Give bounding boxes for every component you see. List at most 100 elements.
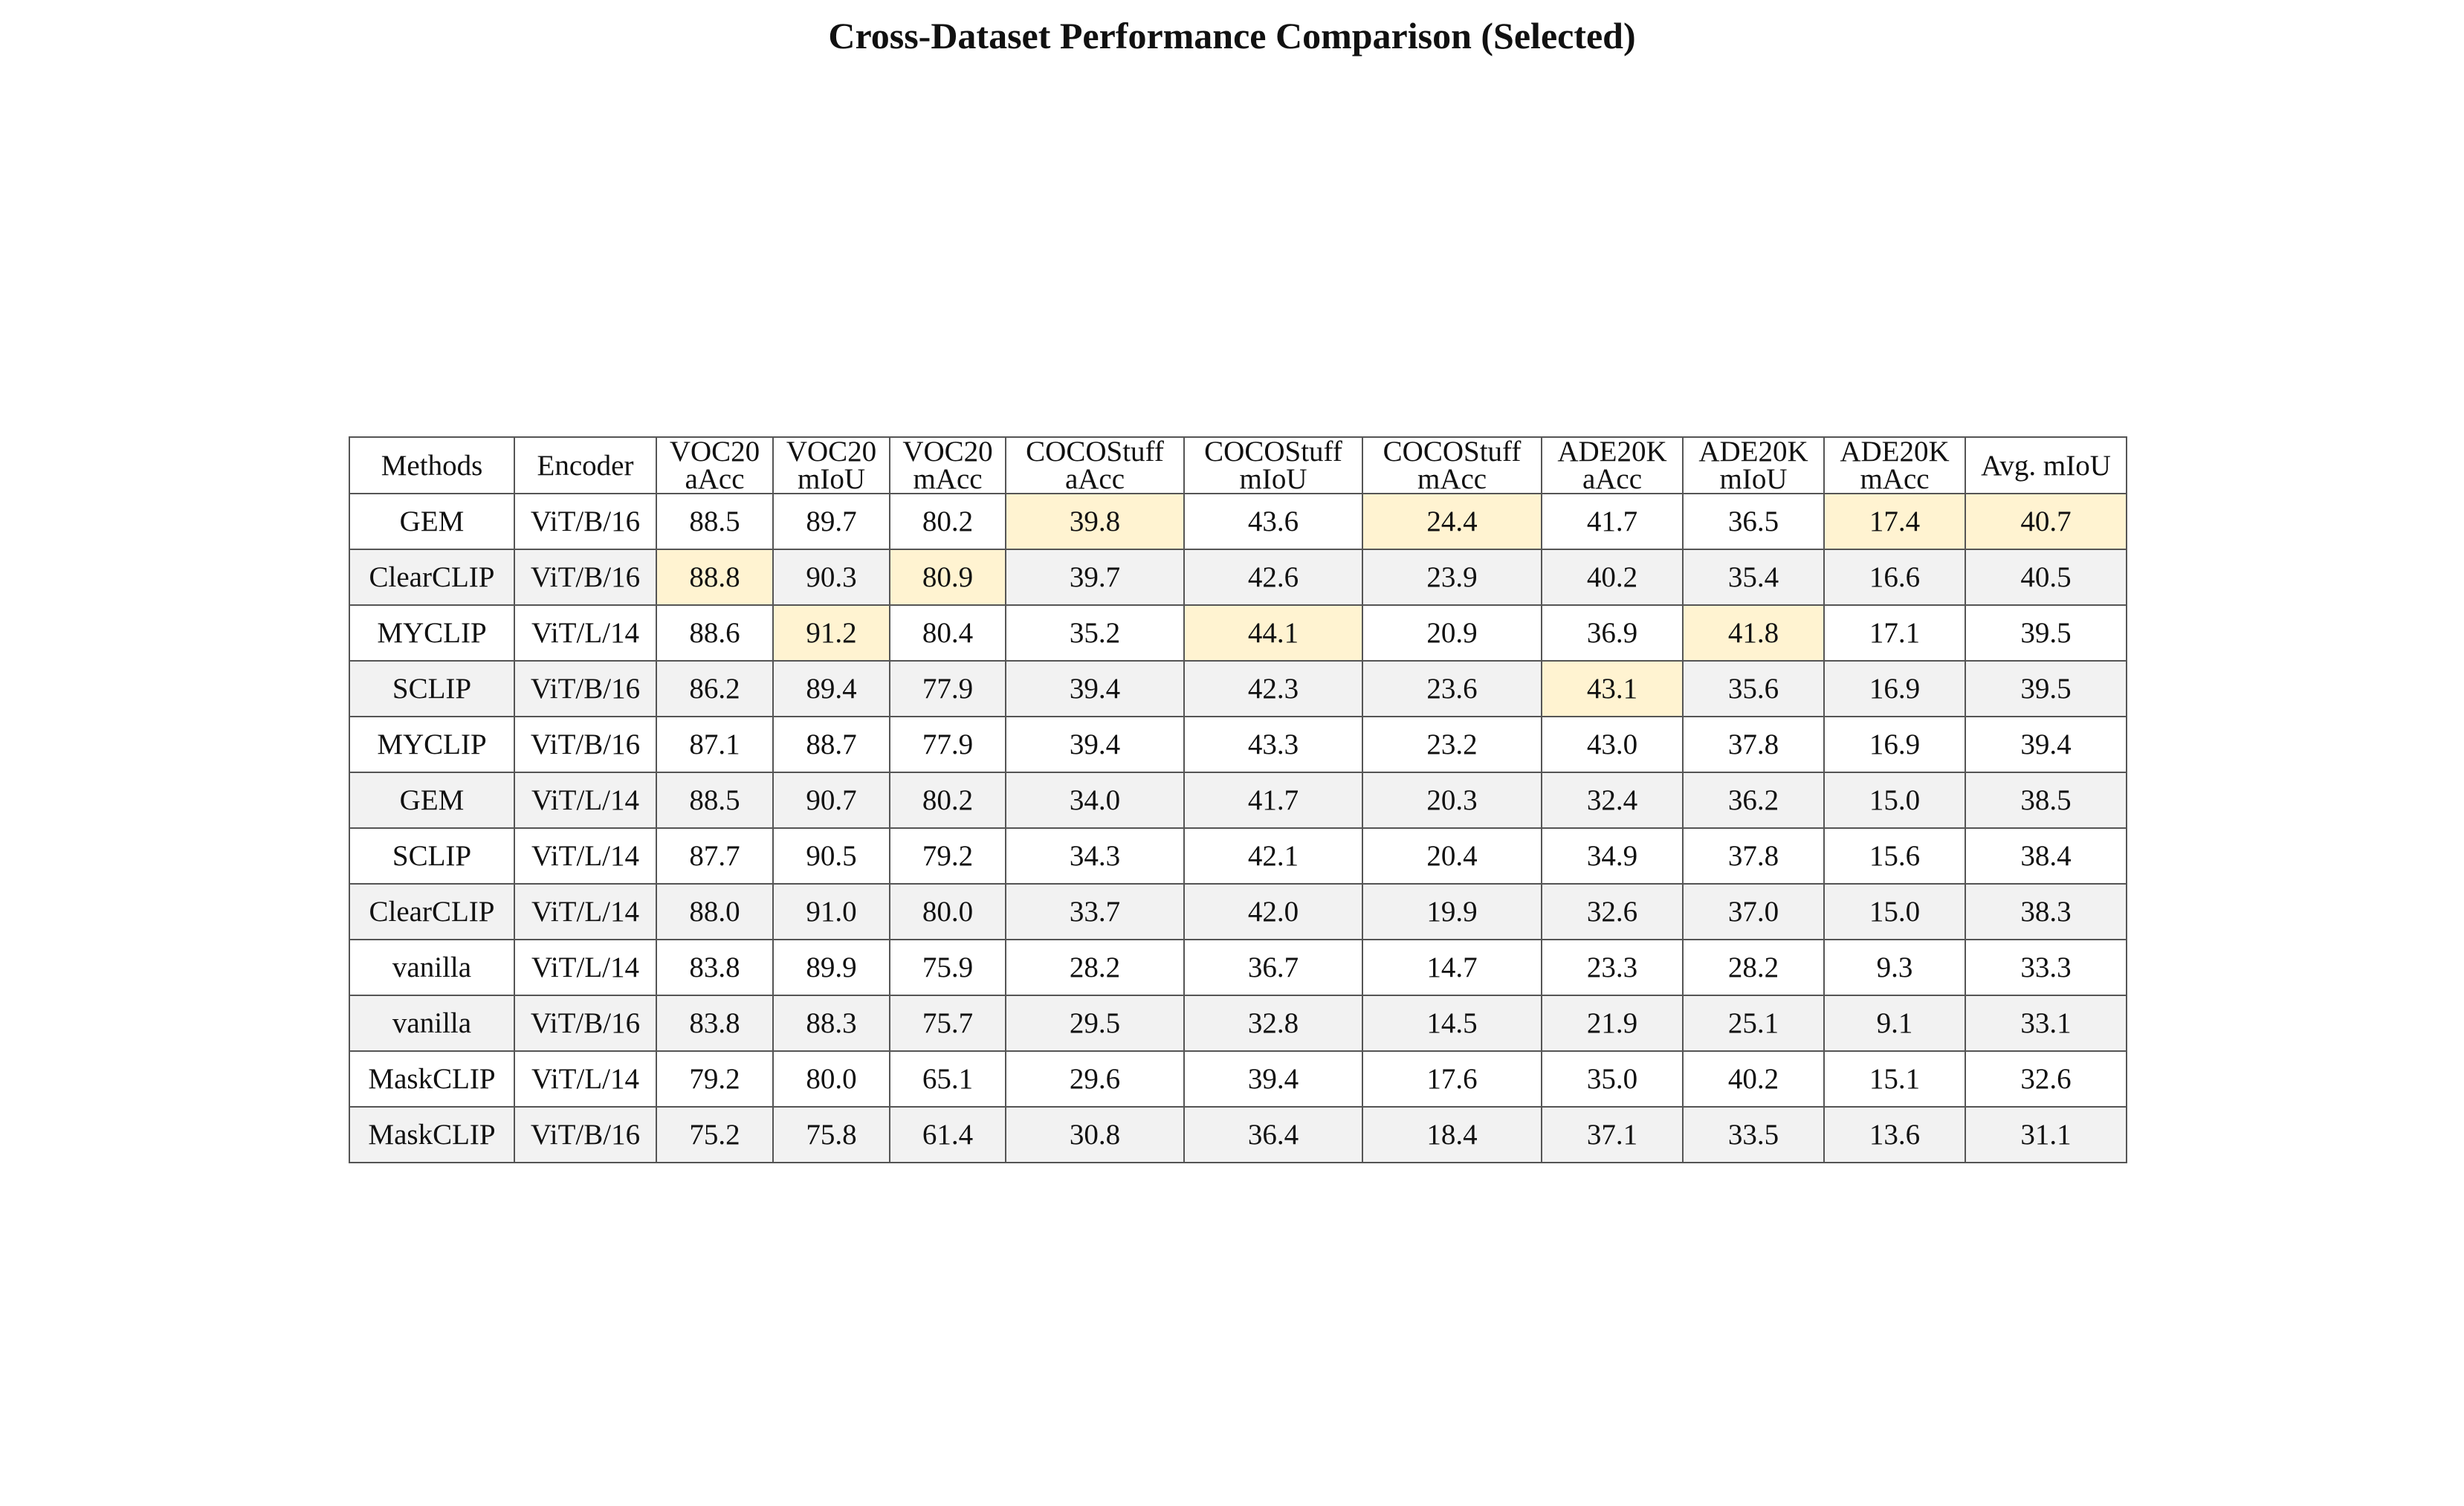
value-cell: 42.6: [1183, 549, 1363, 606]
table-row: GEM ViT/L/14 88.5 90.7 80.2 34.0 41.7 20.3 32.4 3…: [349, 772, 2127, 829]
table-row: SCLIP ViT/B/16 86.2 89.4 77.9 39.4 42.3 23.6 43.…: [349, 660, 2127, 717]
value-cell: 87.1: [656, 716, 774, 773]
column-header-text: VOC20: [669, 437, 760, 468]
value-cell: 88.7: [772, 716, 890, 773]
value-cell: 16.6: [1823, 549, 1966, 606]
encoder-cell: ViT/L/14: [514, 939, 657, 996]
value-cell: 36.5: [1682, 493, 1825, 550]
table-row: MYCLIP ViT/L/14 88.6 91.2 80.4 35.2 44.1 20.9 36…: [349, 604, 2127, 662]
value-cell: 35.6: [1682, 660, 1825, 717]
table-row: SCLIP ViT/L/14 87.7 90.5 79.2 34.3 42.1 20.4 34.…: [349, 827, 2127, 885]
encoder-cell: ViT/L/14: [514, 827, 657, 885]
method-cell: MYCLIP: [349, 716, 515, 773]
value-cell: 33.3: [1965, 939, 2127, 996]
value-cell: 21.9: [1541, 995, 1684, 1052]
table-body: GEM ViT/B/16 88.5 89.7 80.2 39.8 43.6 24.4 41.7 3…: [349, 493, 2127, 1163]
column-header: Avg. mIoU: [1965, 436, 2127, 494]
value-cell: 39.8: [1005, 493, 1185, 550]
value-cell: 41.8: [1682, 604, 1825, 662]
value-cell: 14.7: [1362, 939, 1542, 996]
column-header: VOC20 mAcc: [889, 436, 1006, 494]
value-cell: 41.7: [1183, 772, 1363, 829]
encoder-cell: ViT/B/16: [514, 995, 657, 1052]
value-cell: 24.4: [1362, 493, 1542, 550]
value-cell: 29.5: [1005, 995, 1185, 1052]
value-cell: 23.3: [1541, 939, 1684, 996]
value-cell: 44.1: [1183, 604, 1363, 662]
value-cell: 16.9: [1823, 716, 1966, 773]
value-cell: 28.2: [1682, 939, 1825, 996]
method-cell: vanilla: [349, 939, 515, 996]
column-header: ADE20K aAcc: [1541, 436, 1684, 494]
chart-title: Cross-Dataset Performance Comparison (Se…: [828, 15, 1636, 56]
encoder-cell: ViT/B/16: [514, 549, 657, 606]
value-cell: 30.8: [1005, 1106, 1185, 1163]
value-cell: 80.4: [889, 604, 1006, 662]
value-cell: 9.3: [1823, 939, 1966, 996]
table-row: vanilla ViT/B/16 83.8 88.3 75.7 29.5 32.8 14.5 2…: [349, 995, 2127, 1052]
value-cell: 89.9: [772, 939, 890, 996]
encoder-cell: ViT/L/14: [514, 1050, 657, 1108]
value-cell: 80.9: [889, 549, 1006, 606]
value-cell: 89.4: [772, 660, 890, 717]
encoder-cell: ViT/B/16: [514, 716, 657, 773]
encoder-cell: ViT/L/14: [514, 883, 657, 940]
column-header: ADE20K mAcc: [1823, 436, 1966, 494]
table-row: MaskCLIP ViT/B/16 75.2 75.8 61.4 30.8 36.4 18.4…: [349, 1106, 2127, 1163]
value-cell: 37.0: [1682, 883, 1825, 940]
column-header-text: COCOStuff: [1026, 437, 1164, 468]
value-cell: 25.1: [1682, 995, 1825, 1052]
encoder-cell: ViT/L/14: [514, 772, 657, 829]
method-cell: MaskCLIP: [349, 1106, 515, 1163]
value-cell: 75.7: [889, 995, 1006, 1052]
value-cell: 18.4: [1362, 1106, 1542, 1163]
value-cell: 17.6: [1362, 1050, 1542, 1108]
value-cell: 17.4: [1823, 493, 1966, 550]
header-row: Methods Encoder VOC20 aAcc VOC20 mIoU VOC20 mAc…: [349, 436, 2127, 494]
value-cell: 90.5: [772, 827, 890, 885]
column-header-text: mIoU: [1719, 463, 1788, 494]
value-cell: 41.7: [1541, 493, 1684, 550]
value-cell: 65.1: [889, 1050, 1006, 1108]
value-cell: 80.2: [889, 493, 1006, 550]
value-cell: 79.2: [889, 827, 1006, 885]
value-cell: 36.4: [1183, 1106, 1363, 1163]
column-header-text: mAcc: [913, 463, 983, 494]
value-cell: 88.0: [656, 883, 774, 940]
value-cell: 13.6: [1823, 1106, 1966, 1163]
value-cell: 15.6: [1823, 827, 1966, 885]
value-cell: 43.0: [1541, 716, 1684, 773]
value-cell: 35.2: [1005, 604, 1185, 662]
column-header: ADE20K mIoU: [1682, 436, 1825, 494]
value-cell: 43.3: [1183, 716, 1363, 773]
value-cell: 32.6: [1965, 1050, 2127, 1108]
value-cell: 9.1: [1823, 995, 1966, 1052]
value-cell: 39.4: [1965, 716, 2127, 773]
value-cell: 88.3: [772, 995, 890, 1052]
value-cell: 23.6: [1362, 660, 1542, 717]
column-header: COCOStuff mAcc: [1362, 436, 1542, 494]
column-header: Encoder: [514, 436, 657, 494]
value-cell: 32.6: [1541, 883, 1684, 940]
value-cell: 39.4: [1005, 660, 1185, 717]
value-cell: 83.8: [656, 939, 774, 996]
column-header-text: COCOStuff: [1383, 437, 1522, 468]
value-cell: 80.2: [889, 772, 1006, 829]
value-cell: 39.5: [1965, 604, 2127, 662]
value-cell: 20.4: [1362, 827, 1542, 885]
value-cell: 42.3: [1183, 660, 1363, 717]
value-cell: 39.4: [1183, 1050, 1363, 1108]
column-header: Methods: [349, 436, 515, 494]
encoder-cell: ViT/B/16: [514, 1106, 657, 1163]
column-header-text: COCOStuff: [1204, 437, 1342, 468]
value-cell: 88.5: [656, 772, 774, 829]
value-cell: 20.9: [1362, 604, 1542, 662]
table-row: MaskCLIP ViT/L/14 79.2 80.0 65.1 29.6 39.4 17.6…: [349, 1050, 2127, 1108]
value-cell: 90.7: [772, 772, 890, 829]
value-cell: 42.0: [1183, 883, 1363, 940]
value-cell: 35.0: [1541, 1050, 1684, 1108]
value-cell: 77.9: [889, 716, 1006, 773]
value-cell: 32.8: [1183, 995, 1363, 1052]
value-cell: 15.0: [1823, 772, 1966, 829]
method-cell: vanilla: [349, 995, 515, 1052]
